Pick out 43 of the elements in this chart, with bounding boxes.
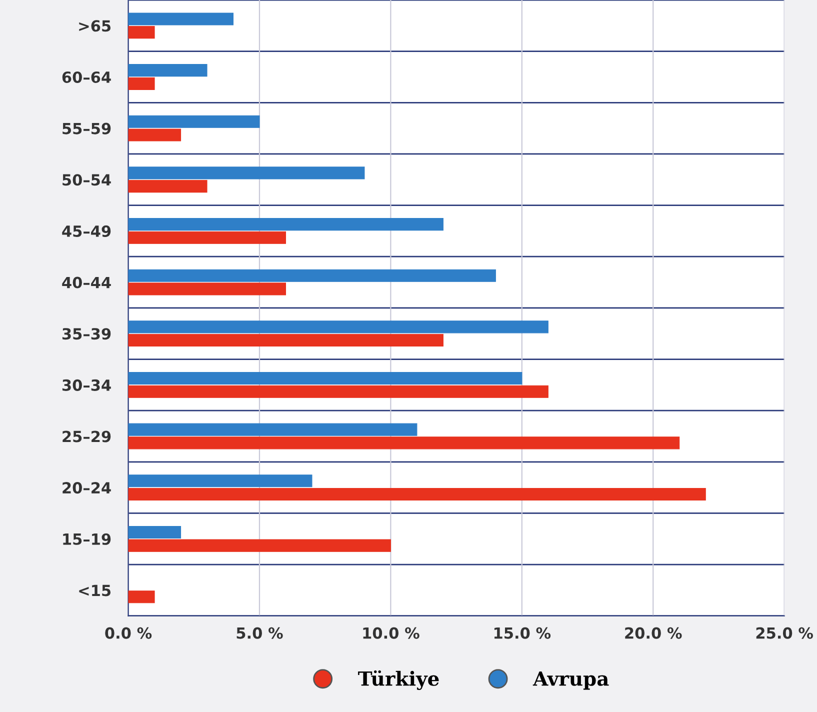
bar xyxy=(128,269,496,282)
x-tick-label: 25.0 % xyxy=(756,627,813,639)
y-tick-label: 20–24 xyxy=(62,482,111,494)
y-tick-label: 35–39 xyxy=(62,328,111,340)
bar xyxy=(128,180,208,193)
bar xyxy=(128,385,548,398)
bar xyxy=(128,231,286,244)
y-tick-label: >65 xyxy=(79,20,111,32)
bar xyxy=(128,77,155,90)
bar xyxy=(128,26,155,39)
bar xyxy=(128,128,182,142)
bar xyxy=(128,474,312,488)
y-tick-label: 55–59 xyxy=(62,122,111,134)
bar xyxy=(128,372,522,385)
y-tick-label: 30–34 xyxy=(62,379,111,391)
bar xyxy=(128,539,391,552)
bar xyxy=(128,590,155,604)
bar xyxy=(128,12,234,26)
y-tick-label: 40–44 xyxy=(62,276,111,288)
bar xyxy=(128,334,444,347)
x-tick-label: 10.0 % xyxy=(363,627,420,639)
x-tick-label: 0.0 % xyxy=(105,627,152,639)
bar xyxy=(128,526,182,539)
x-tick-label: 5.0 % xyxy=(236,627,283,639)
y-tick-label: <15 xyxy=(79,584,111,596)
y-tick-label: 25–29 xyxy=(62,430,111,442)
bar xyxy=(128,115,260,128)
bar xyxy=(128,282,286,296)
y-tick-label: 45–49 xyxy=(62,225,111,237)
bar xyxy=(128,320,548,334)
legend-label: Türkiye xyxy=(358,670,439,690)
y-tick-label: 50–54 xyxy=(62,174,111,186)
bar xyxy=(128,423,418,436)
bar xyxy=(128,64,208,77)
bar xyxy=(128,436,680,450)
legend-label: Avrupa xyxy=(532,671,609,690)
x-tick-label: 15.0 % xyxy=(494,627,551,639)
y-tick-label: 60–64 xyxy=(62,71,111,84)
bar xyxy=(128,488,706,501)
y-tick-label: 15–19 xyxy=(63,533,111,545)
bar xyxy=(128,218,444,231)
bar xyxy=(128,166,365,180)
x-tick-label: 20.0 % xyxy=(625,627,682,639)
